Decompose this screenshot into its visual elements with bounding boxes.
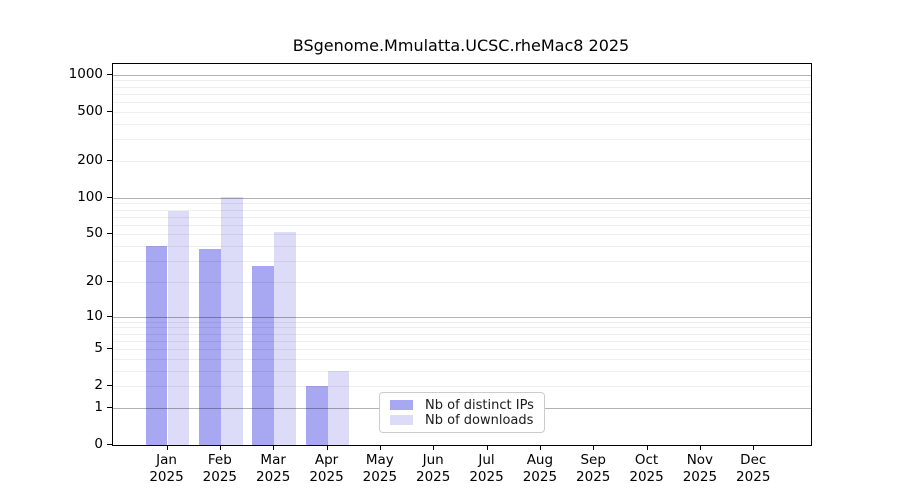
x-tick-mark xyxy=(539,445,541,450)
x-tick-mark xyxy=(646,445,648,450)
y-tick-label: 1000 xyxy=(68,65,103,82)
y-tick-label: 200 xyxy=(77,151,103,168)
downloads-swatch-icon xyxy=(390,415,413,425)
x-tick-mark xyxy=(699,445,701,450)
x-tick-mark xyxy=(593,445,595,450)
y-tick-label: 5 xyxy=(94,339,103,356)
legend-label-downloads: Nb of downloads xyxy=(425,412,534,428)
x-tick-label: Jun 2025 xyxy=(416,452,451,485)
y-tick-mark xyxy=(107,280,112,282)
y-tick-label: 10 xyxy=(85,307,103,324)
y-tick-mark xyxy=(107,315,112,317)
x-tick-mark xyxy=(273,445,275,450)
y-tick-mark xyxy=(107,159,112,161)
y-tick-mark xyxy=(107,233,112,235)
bars-layer xyxy=(113,64,811,445)
bar-downloads-jan xyxy=(167,210,190,445)
legend-label-distinct-ips: Nb of distinct IPs xyxy=(425,397,534,413)
y-tick-mark xyxy=(107,444,112,445)
y-tick-label: 500 xyxy=(77,102,103,119)
bar-downloads-feb xyxy=(220,196,243,445)
y-tick-mark xyxy=(107,110,112,112)
x-tick-label: Mar 2025 xyxy=(255,452,291,485)
y-tick-mark xyxy=(107,73,112,75)
x-tick-label: Nov 2025 xyxy=(682,452,718,485)
bar-downloads-apr xyxy=(327,370,350,445)
distinct-ips-swatch-icon xyxy=(390,400,413,410)
x-tick-label: Feb 2025 xyxy=(202,452,237,485)
x-tick-mark xyxy=(379,445,381,450)
y-tick-mark xyxy=(107,196,112,198)
bar-distinct-ips-jan xyxy=(145,246,168,445)
x-tick-label: Jan 2025 xyxy=(149,452,184,485)
plot-area xyxy=(112,63,812,446)
y-tick-label: 20 xyxy=(85,272,103,289)
y-tick-label: 1 xyxy=(94,398,103,415)
x-tick-label: Oct 2025 xyxy=(629,452,664,485)
bar-distinct-ips-mar xyxy=(252,266,275,445)
y-tick-label: 50 xyxy=(85,225,103,242)
y-tick-mark xyxy=(107,347,112,349)
x-tick-label: Apr 2025 xyxy=(309,452,344,485)
y-tick-label: 100 xyxy=(77,188,103,205)
legend-item-downloads: Nb of downloads xyxy=(390,412,534,428)
legend-item-distinct-ips: Nb of distinct IPs xyxy=(390,397,534,413)
x-tick-label: Sep 2025 xyxy=(576,452,611,485)
x-tick-mark xyxy=(326,445,328,450)
bar-downloads-mar xyxy=(274,232,296,445)
chart-title: BSgenome.Mmulatta.UCSC.rheMac8 2025 xyxy=(292,36,630,55)
x-tick-mark xyxy=(486,445,488,450)
x-tick-mark xyxy=(219,445,221,450)
bar-distinct-ips-feb xyxy=(199,248,221,445)
y-tick-label: 2 xyxy=(94,377,103,394)
legend: Nb of distinct IPs Nb of downloads xyxy=(379,392,545,433)
x-tick-mark xyxy=(753,445,755,450)
bar-distinct-ips-apr xyxy=(305,386,328,445)
y-tick-mark xyxy=(107,406,112,408)
x-tick-label: Dec 2025 xyxy=(736,452,771,485)
x-tick-label: Jul 2025 xyxy=(469,452,504,485)
y-tick-mark xyxy=(107,385,112,387)
x-tick-label: May 2025 xyxy=(362,452,398,485)
x-tick-mark xyxy=(433,445,435,450)
y-tick-label: 0 xyxy=(94,436,103,452)
x-tick-mark xyxy=(166,445,168,450)
x-tick-label: Aug 2025 xyxy=(522,452,558,485)
